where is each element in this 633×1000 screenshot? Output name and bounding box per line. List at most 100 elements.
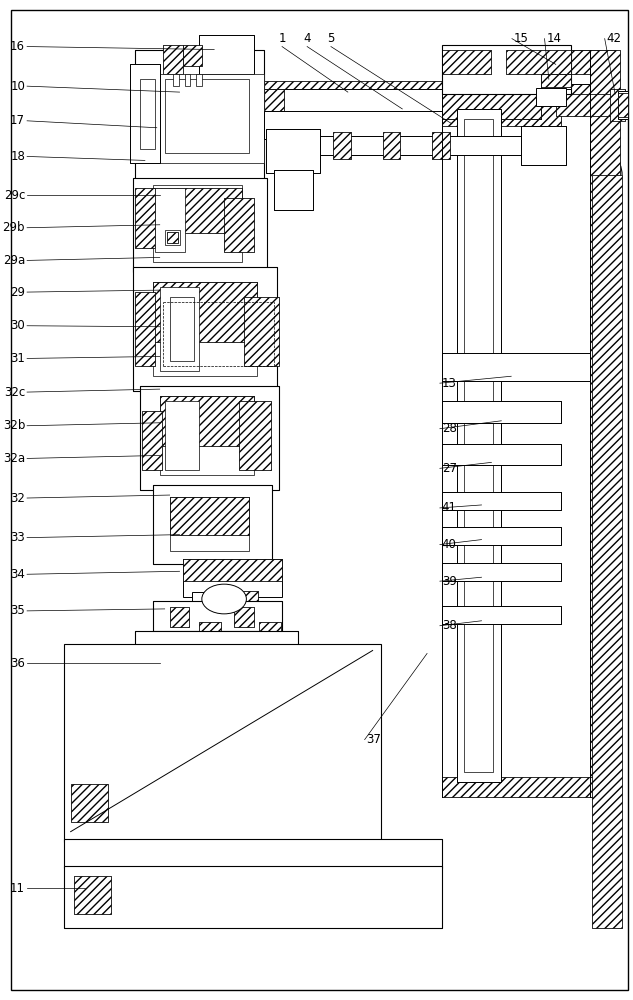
Bar <box>130 64 160 163</box>
Bar <box>73 876 111 914</box>
Bar <box>135 188 155 248</box>
Bar <box>442 492 561 510</box>
Bar <box>457 109 501 782</box>
Bar <box>204 89 284 119</box>
Text: 14: 14 <box>546 32 561 45</box>
Bar <box>618 91 628 119</box>
Bar <box>184 74 191 86</box>
Bar <box>142 411 162 470</box>
Bar <box>506 50 570 74</box>
Bar <box>224 198 254 252</box>
Bar <box>135 50 264 183</box>
Text: 33: 33 <box>10 531 25 544</box>
Bar <box>442 777 615 797</box>
Bar <box>561 50 591 74</box>
Bar <box>259 622 280 644</box>
Bar <box>153 282 257 342</box>
Bar <box>160 396 254 475</box>
Bar <box>160 396 254 446</box>
Bar <box>182 45 203 66</box>
Text: 29c: 29c <box>4 189 25 202</box>
Bar <box>204 89 284 119</box>
Bar <box>135 50 264 183</box>
Bar <box>165 230 180 245</box>
Text: 40: 40 <box>442 538 457 551</box>
Bar <box>182 559 282 581</box>
Bar <box>333 132 351 159</box>
Bar <box>71 784 108 822</box>
Bar <box>266 129 320 173</box>
Bar <box>153 188 242 233</box>
Bar <box>264 111 442 139</box>
Bar <box>442 527 561 545</box>
Text: 27: 27 <box>442 462 457 475</box>
Bar <box>165 401 199 470</box>
Bar <box>153 188 242 233</box>
Bar <box>236 591 258 607</box>
Bar <box>442 444 561 465</box>
Bar <box>244 297 279 366</box>
Bar <box>442 527 561 545</box>
Bar <box>264 111 442 139</box>
Bar <box>442 353 591 381</box>
Text: 38: 38 <box>442 619 456 632</box>
Bar <box>442 563 561 581</box>
Bar <box>153 601 282 631</box>
Bar <box>140 386 279 490</box>
Text: 16: 16 <box>10 40 25 53</box>
Bar <box>541 74 570 89</box>
Bar <box>182 559 282 581</box>
Bar <box>130 64 160 163</box>
Bar <box>140 79 155 149</box>
Bar <box>64 839 442 868</box>
Bar <box>166 232 178 243</box>
Bar <box>442 606 561 624</box>
Text: 37: 37 <box>367 733 382 746</box>
Bar <box>135 631 298 658</box>
Bar <box>153 601 282 631</box>
Bar <box>135 631 298 658</box>
Bar <box>442 89 541 119</box>
Bar <box>442 401 561 423</box>
Bar <box>556 94 620 116</box>
Bar <box>160 396 254 446</box>
Text: 42: 42 <box>606 32 622 45</box>
Bar <box>115 866 254 911</box>
Bar <box>464 119 493 772</box>
Bar <box>264 111 442 139</box>
Bar <box>234 607 254 627</box>
Bar <box>442 50 491 74</box>
Text: 41: 41 <box>442 501 457 514</box>
Bar <box>170 497 249 551</box>
Bar <box>442 50 491 74</box>
Bar <box>165 81 561 126</box>
Bar <box>442 50 615 104</box>
Bar <box>442 777 615 797</box>
Bar <box>442 492 561 510</box>
Bar <box>224 198 254 252</box>
Bar <box>64 839 442 868</box>
Text: 34: 34 <box>10 568 25 581</box>
Bar <box>610 89 625 121</box>
Bar <box>133 267 277 391</box>
Text: 32c: 32c <box>4 386 25 399</box>
Text: 29: 29 <box>10 286 25 299</box>
Bar <box>561 50 591 74</box>
Bar <box>442 444 561 465</box>
Bar <box>64 906 442 928</box>
Bar <box>618 93 628 117</box>
Bar <box>199 35 254 74</box>
Bar <box>541 74 570 87</box>
Bar <box>160 74 264 163</box>
Bar <box>163 45 182 74</box>
Bar <box>442 353 591 381</box>
Bar <box>239 401 271 470</box>
Bar <box>442 563 561 581</box>
Bar <box>442 45 570 94</box>
Bar <box>457 109 501 782</box>
Text: 32b: 32b <box>3 419 25 432</box>
Bar <box>239 401 271 470</box>
Bar <box>165 79 249 153</box>
Bar <box>273 170 313 210</box>
Bar <box>153 601 282 631</box>
